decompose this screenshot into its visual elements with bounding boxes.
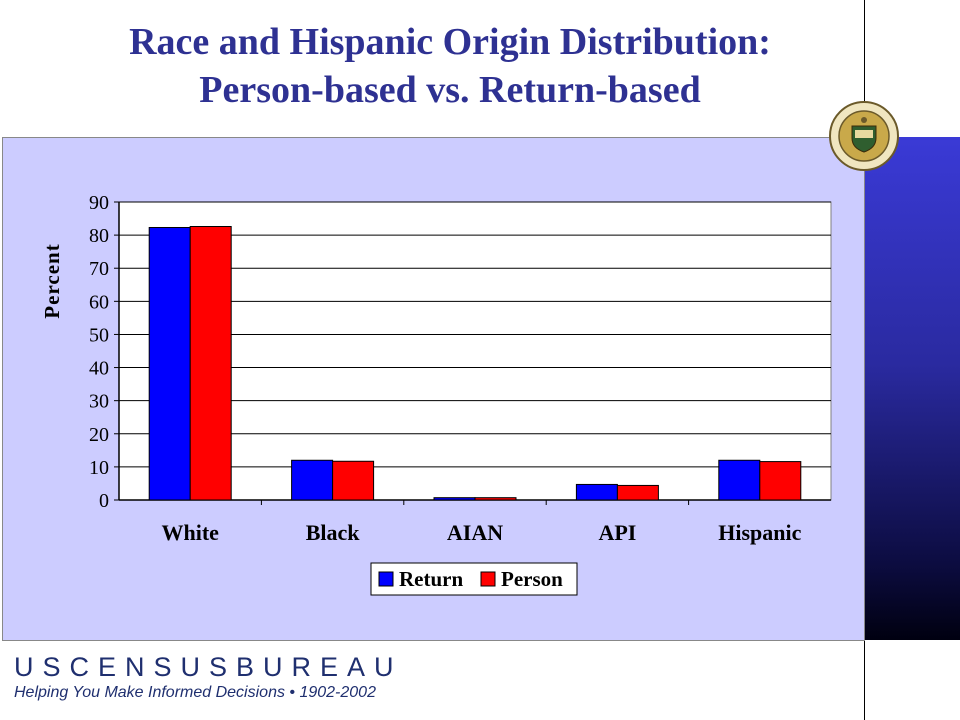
legend-label-return: Return — [399, 567, 463, 591]
legend-swatch-return — [378, 571, 394, 587]
side-gradient-bar — [865, 137, 960, 640]
slide-title: Race and Hispanic Origin Distribution: P… — [0, 18, 900, 114]
bar-person-aian — [474, 497, 517, 501]
title-line-1: Race and Hispanic Origin Distribution: — [129, 21, 771, 63]
bar-return-white — [148, 226, 191, 501]
y-tick-label: 80 — [89, 225, 109, 247]
plot-area — [118, 201, 832, 501]
bar-person-hispanic — [759, 461, 802, 501]
y-tick-label: 40 — [89, 358, 109, 380]
bar-person-white — [189, 226, 232, 501]
y-tick-label: 20 — [89, 424, 109, 446]
bar-return-api — [575, 483, 618, 501]
census-bureau-logo: USCENSUSBUREAU — [14, 652, 403, 682]
bar-return-hispanic — [718, 459, 761, 501]
x-tick-label: AIAN — [447, 520, 503, 545]
bar-person-api — [616, 484, 659, 501]
y-tick-label: 60 — [89, 291, 109, 313]
legend-box — [370, 562, 578, 596]
bar-person-black — [332, 460, 375, 501]
legend-label-person: Person — [501, 567, 563, 591]
y-tick-label: 70 — [89, 258, 109, 280]
y-tick-label: 0 — [99, 490, 109, 512]
bar-return-black — [291, 459, 334, 501]
x-tick-label: Black — [306, 520, 361, 545]
x-tick-label: Hispanic — [718, 520, 801, 545]
chart-panel: 0 10 20 30 40 50 60 70 80 90 Percent White Black AIAN… — [2, 137, 865, 641]
legend-swatch-person — [480, 571, 496, 587]
bar-return-aian — [433, 497, 476, 501]
us-department-of-commerce-seal-icon — [829, 101, 899, 171]
y-axis-label: Percent — [40, 243, 64, 318]
y-tick-label: 50 — [89, 324, 109, 346]
x-tick-label: White — [161, 520, 219, 545]
x-tick-label: API — [598, 520, 636, 545]
y-tick-label: 30 — [89, 391, 109, 413]
footer-tagline: Helping You Make Informed Decisions • 19… — [14, 684, 376, 701]
bar-chart: 0 10 20 30 40 50 60 70 80 90 Percent White Black AIAN… — [40, 192, 832, 596]
title-line-2: Person-based vs. Return-based — [199, 69, 701, 111]
y-tick-label: 10 — [89, 457, 109, 479]
y-tick-label: 90 — [89, 192, 109, 214]
